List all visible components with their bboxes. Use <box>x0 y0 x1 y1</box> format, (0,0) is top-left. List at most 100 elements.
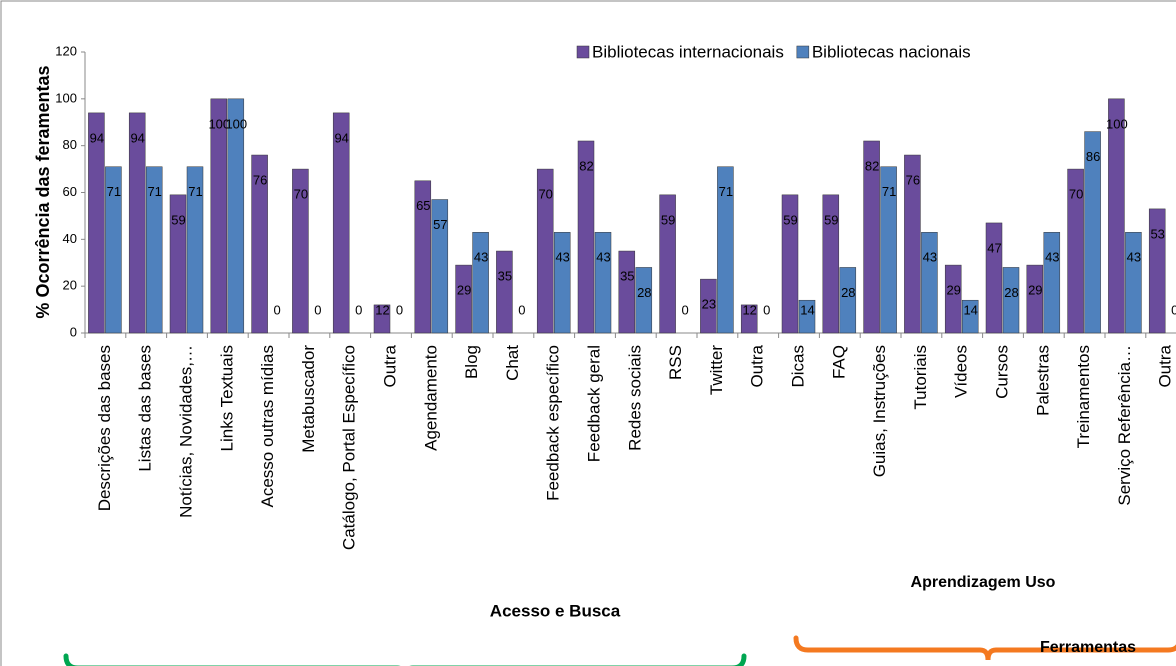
bar <box>251 154 268 334</box>
bar <box>292 168 309 334</box>
x-tick-label: Treinamentos <box>1074 345 1093 448</box>
legend-swatch <box>796 45 810 59</box>
bar <box>1108 98 1125 334</box>
bar <box>1125 232 1142 334</box>
bar <box>472 232 489 334</box>
x-tick-label: Blog <box>462 345 481 379</box>
annotation: Acesso e Busca <box>490 601 621 620</box>
x-tick-label: Links Textuais <box>217 345 236 451</box>
x-tick-label: Metabuscador <box>299 345 318 453</box>
value-label: 100 <box>225 116 247 131</box>
y-tick-label: 20 <box>63 278 77 293</box>
y-tick-label: 0 <box>70 324 77 339</box>
annotation: Aprendizagem Uso <box>911 574 1056 591</box>
x-tick-label: Outra <box>748 344 767 387</box>
bar <box>1067 168 1084 334</box>
value-label: 0 <box>355 302 362 317</box>
x-tick-label: Cursos <box>992 345 1011 399</box>
value-label: 100 <box>208 116 230 131</box>
value-label: 28 <box>637 285 651 300</box>
value-label: 43 <box>474 250 488 265</box>
legend-label: Bibliotecas nacionais <box>812 42 971 61</box>
x-tick-label: Dicas <box>788 345 807 388</box>
bar <box>186 166 204 334</box>
value-label: 53 <box>1150 226 1164 241</box>
bar <box>414 180 432 334</box>
y-axis-label: % Ocorrência das feramentas <box>33 65 53 318</box>
legend-swatch <box>576 45 590 59</box>
bar <box>880 166 897 334</box>
value-label: 23 <box>702 297 716 312</box>
value-label: 43 <box>1127 250 1141 265</box>
value-label: 86 <box>1086 149 1100 164</box>
y-tick-label: 60 <box>63 184 77 199</box>
bar <box>431 199 449 334</box>
x-tick-label: Palestras <box>1033 345 1052 416</box>
bar <box>921 232 938 334</box>
bar <box>1148 208 1166 334</box>
bar <box>577 140 595 334</box>
value-label: 0 <box>681 302 688 317</box>
x-tick-label: Descrições das bases <box>95 345 114 511</box>
value-label: 71 <box>147 184 161 199</box>
x-tick-label: Feedback geral <box>584 345 603 462</box>
bar <box>944 264 962 334</box>
legend-label: Bibliotecas internacionais <box>592 42 784 61</box>
x-tick-label: Agendamento <box>421 345 440 451</box>
value-label: 29 <box>1028 283 1042 298</box>
value-label: 0 <box>396 302 403 317</box>
y-tick-label: 120 <box>55 43 77 58</box>
value-label: 65 <box>416 198 430 213</box>
value-label: 0 <box>314 302 321 317</box>
value-label: 70 <box>1069 187 1083 202</box>
value-label: 71 <box>719 184 733 199</box>
x-tick-label: FAQ <box>829 345 848 379</box>
value-label: 0 <box>273 302 280 317</box>
value-label: 94 <box>334 130 348 145</box>
bar <box>553 232 571 334</box>
value-label: 82 <box>865 158 879 173</box>
bar <box>781 194 799 334</box>
value-label: 35 <box>498 268 512 283</box>
bar <box>1043 232 1061 334</box>
value-label: 14 <box>963 302 977 317</box>
bar <box>961 299 979 334</box>
bar <box>332 112 350 334</box>
x-tick-label: Acesso outras mídias <box>258 345 277 508</box>
bar <box>904 154 921 334</box>
x-tick-label: Twitter <box>707 345 726 395</box>
x-tick-label: Listas das bases <box>136 345 155 472</box>
value-label: 43 <box>923 250 937 265</box>
x-tick-label: Outra <box>1156 344 1175 387</box>
bar <box>863 140 880 334</box>
x-tick-label: Outra <box>380 344 399 387</box>
value-label: 100 <box>1106 116 1128 131</box>
bar <box>210 98 228 334</box>
bar <box>455 264 472 334</box>
y-tick-label: 100 <box>55 90 77 105</box>
value-label: 94 <box>90 130 104 145</box>
x-tick-label: Redes sociais <box>625 345 644 451</box>
bar <box>659 194 676 334</box>
bar <box>496 250 513 334</box>
y-tick-label: 80 <box>63 137 77 152</box>
value-label: 29 <box>946 283 960 298</box>
bar <box>635 267 653 334</box>
value-label: 43 <box>1045 250 1059 265</box>
bar <box>1026 264 1044 334</box>
value-label: 59 <box>171 212 185 227</box>
bar <box>798 299 816 334</box>
value-label: 0 <box>518 302 525 317</box>
bar <box>700 278 717 334</box>
bar <box>717 166 734 334</box>
x-tick-label: Tutoriais <box>911 345 930 410</box>
value-label: 43 <box>596 250 610 265</box>
value-label: 47 <box>987 240 1001 255</box>
x-tick-label: Catálogo, Portal Específico <box>340 345 359 550</box>
value-label: 12 <box>375 302 389 317</box>
bar <box>839 267 857 334</box>
value-label: 14 <box>800 302 814 317</box>
value-label: 57 <box>433 217 447 232</box>
